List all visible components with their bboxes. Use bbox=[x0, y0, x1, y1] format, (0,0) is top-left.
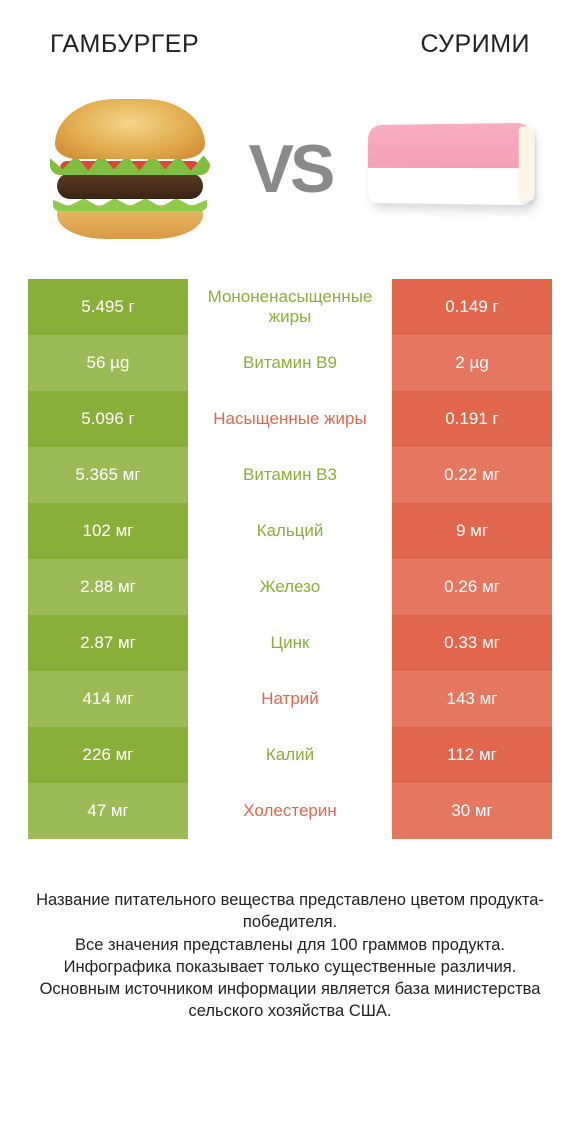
table-row: 2.87 мгЦинк0.33 мг bbox=[28, 615, 552, 671]
table-row: 56 µgВитамин B92 µg bbox=[28, 335, 552, 391]
footer-line: Название питательного вещества представл… bbox=[30, 889, 550, 934]
value-left: 5.495 г bbox=[28, 279, 188, 335]
value-left: 102 мг bbox=[28, 503, 188, 559]
value-left: 56 µg bbox=[28, 335, 188, 391]
value-left: 414 мг bbox=[28, 671, 188, 727]
table-row: 414 мгНатрий143 мг bbox=[28, 671, 552, 727]
surimi-image bbox=[350, 89, 550, 249]
hero: VS bbox=[0, 69, 580, 279]
value-left: 5.365 мг bbox=[28, 447, 188, 503]
title-left: ГАМБУРГЕР bbox=[50, 30, 199, 59]
table-row: 5.365 мгВитамин B30.22 мг bbox=[28, 447, 552, 503]
value-right: 2 µg bbox=[392, 335, 552, 391]
nutrient-label: Натрий bbox=[188, 671, 392, 727]
footer-line: Основным источником информации является … bbox=[30, 978, 550, 1023]
nutrient-label: Холестерин bbox=[188, 783, 392, 839]
value-left: 2.87 мг bbox=[28, 615, 188, 671]
nutrient-label: Кальций bbox=[188, 503, 392, 559]
header: ГАМБУРГЕР СУРИМИ bbox=[0, 0, 580, 69]
value-right: 0.26 мг bbox=[392, 559, 552, 615]
vs-label: VS bbox=[249, 130, 332, 208]
nutrient-label: Цинк bbox=[188, 615, 392, 671]
value-right: 0.191 г bbox=[392, 391, 552, 447]
value-left: 47 мг bbox=[28, 783, 188, 839]
value-right: 143 мг bbox=[392, 671, 552, 727]
table-row: 5.096 гНасыщенные жиры0.191 г bbox=[28, 391, 552, 447]
table-row: 2.88 мгЖелезо0.26 мг bbox=[28, 559, 552, 615]
value-right: 0.22 мг bbox=[392, 447, 552, 503]
table-row: 47 мгХолестерин30 мг bbox=[28, 783, 552, 839]
value-right: 112 мг bbox=[392, 727, 552, 783]
value-right: 30 мг bbox=[392, 783, 552, 839]
nutrient-label: Насыщенные жиры bbox=[188, 391, 392, 447]
value-right: 0.33 мг bbox=[392, 615, 552, 671]
value-left: 2.88 мг bbox=[28, 559, 188, 615]
value-right: 9 мг bbox=[392, 503, 552, 559]
title-right: СУРИМИ bbox=[420, 30, 530, 59]
value-right: 0.149 г bbox=[392, 279, 552, 335]
nutrient-label: Калий bbox=[188, 727, 392, 783]
nutrient-label: Железо bbox=[188, 559, 392, 615]
table-row: 102 мгКальций9 мг bbox=[28, 503, 552, 559]
value-left: 226 мг bbox=[28, 727, 188, 783]
nutrient-label: Витамин B3 bbox=[188, 447, 392, 503]
nutrient-label: Мононенасыщенные жиры bbox=[188, 279, 392, 335]
table-row: 226 мгКалий112 мг bbox=[28, 727, 552, 783]
footer-notes: Название питательного вещества представл… bbox=[0, 839, 580, 1023]
value-left: 5.096 г bbox=[28, 391, 188, 447]
hamburger-image bbox=[30, 89, 230, 249]
comparison-table: 5.495 гМононенасыщенные жиры0.149 г56 µg… bbox=[0, 279, 580, 839]
footer-line: Инфографика показывает только существенн… bbox=[30, 956, 550, 978]
nutrient-label: Витамин B9 bbox=[188, 335, 392, 391]
footer-line: Все значения представлены для 100 граммо… bbox=[30, 934, 550, 956]
table-row: 5.495 гМононенасыщенные жиры0.149 г bbox=[28, 279, 552, 335]
